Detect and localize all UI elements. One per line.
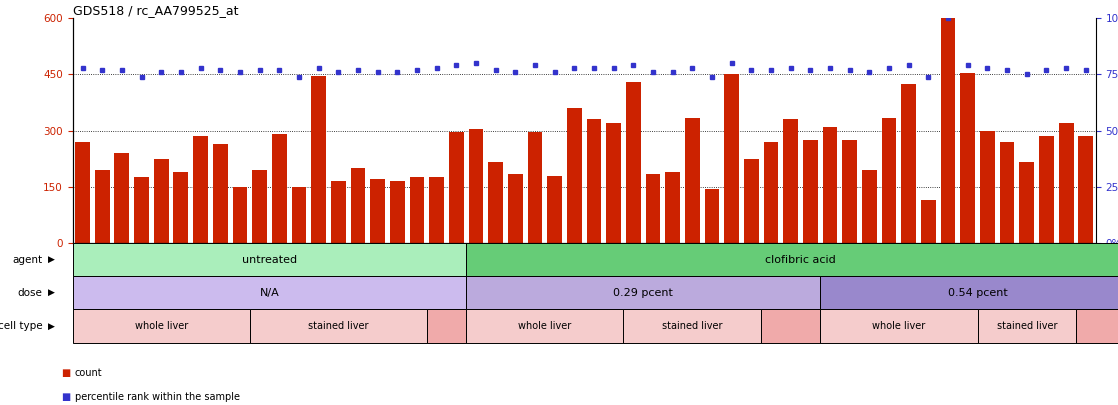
Bar — [409, 177, 425, 243]
Bar — [980, 130, 995, 243]
Text: untreated: untreated — [241, 255, 297, 264]
Text: GDS518 / rc_AA799525_at: GDS518 / rc_AA799525_at — [73, 4, 238, 17]
Bar — [977, 309, 1076, 343]
Text: ■: ■ — [61, 392, 70, 402]
Bar — [272, 134, 286, 243]
Text: dose: dose — [18, 288, 42, 298]
Bar — [466, 309, 624, 343]
Text: stained liver: stained liver — [996, 321, 1057, 331]
Bar — [75, 142, 89, 243]
Bar — [624, 309, 761, 343]
Text: N/A: N/A — [259, 288, 280, 298]
Bar — [427, 309, 466, 343]
Bar — [508, 174, 523, 243]
Bar — [253, 170, 267, 243]
Text: cell type: cell type — [0, 321, 42, 331]
Bar — [73, 243, 466, 276]
Bar — [764, 142, 778, 243]
Bar — [351, 168, 366, 243]
Bar — [842, 140, 858, 243]
Bar — [921, 200, 936, 243]
Bar — [901, 84, 916, 243]
Text: percentile rank within the sample: percentile rank within the sample — [75, 392, 240, 402]
Bar — [1079, 136, 1093, 243]
Bar — [528, 132, 542, 243]
Text: ▶: ▶ — [48, 288, 55, 297]
Text: 0.29 pcent: 0.29 pcent — [614, 288, 673, 298]
Text: whole liver: whole liver — [872, 321, 926, 331]
Bar — [1076, 309, 1118, 343]
Text: whole liver: whole liver — [134, 321, 188, 331]
Bar — [999, 142, 1014, 243]
Bar — [743, 159, 759, 243]
Bar — [548, 176, 562, 243]
Bar — [292, 187, 306, 243]
Bar — [1039, 136, 1054, 243]
Bar — [882, 117, 897, 243]
Bar — [685, 117, 700, 243]
Bar — [626, 82, 641, 243]
Bar — [154, 159, 169, 243]
Text: clofibric acid: clofibric acid — [765, 255, 836, 264]
Bar — [233, 187, 247, 243]
Bar — [489, 162, 503, 243]
Text: ■: ■ — [61, 368, 70, 378]
Bar — [704, 189, 719, 243]
Bar — [370, 179, 385, 243]
Bar — [212, 144, 228, 243]
Bar — [390, 181, 405, 243]
Bar — [940, 18, 956, 243]
Text: whole liver: whole liver — [518, 321, 571, 331]
Bar — [95, 170, 110, 243]
Bar — [193, 136, 208, 243]
Bar — [821, 276, 1118, 309]
Bar — [1020, 162, 1034, 243]
Text: stained liver: stained liver — [662, 321, 722, 331]
Bar — [311, 76, 326, 243]
Bar — [73, 276, 466, 309]
Text: ▶: ▶ — [48, 322, 55, 330]
Text: 0.54 pcent: 0.54 pcent — [948, 288, 1007, 298]
Bar — [114, 153, 130, 243]
Bar — [73, 309, 249, 343]
Bar — [665, 172, 680, 243]
Bar — [468, 129, 483, 243]
Bar — [429, 177, 444, 243]
Bar — [960, 72, 975, 243]
Text: stained liver: stained liver — [307, 321, 369, 331]
Bar — [466, 276, 821, 309]
Bar — [645, 174, 661, 243]
Bar — [821, 309, 977, 343]
Bar — [862, 170, 877, 243]
Bar — [803, 140, 817, 243]
Bar — [134, 177, 149, 243]
Bar — [587, 119, 601, 243]
Bar — [724, 75, 739, 243]
Bar — [449, 132, 464, 243]
Bar — [823, 127, 837, 243]
Bar — [1059, 123, 1073, 243]
Bar — [331, 181, 345, 243]
Bar — [249, 309, 427, 343]
Bar — [466, 243, 1118, 276]
Bar — [761, 309, 821, 343]
Bar — [173, 172, 188, 243]
Bar — [606, 123, 620, 243]
Bar — [784, 119, 798, 243]
Bar — [567, 108, 581, 243]
Text: agent: agent — [12, 255, 42, 264]
Text: count: count — [75, 368, 103, 378]
Text: ▶: ▶ — [48, 255, 55, 264]
